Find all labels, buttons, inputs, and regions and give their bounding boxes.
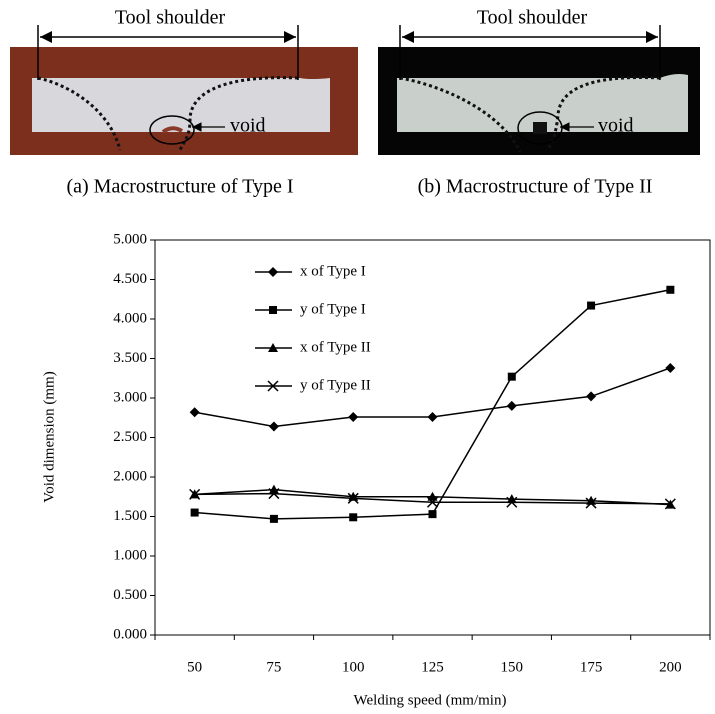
x-tick-label: 75 [266, 659, 281, 675]
marker [587, 302, 595, 310]
series-line [195, 290, 671, 519]
plot-frame [155, 240, 710, 635]
x-tick-label: 125 [421, 659, 444, 675]
y-tick-label: 4.000 [113, 310, 147, 326]
marker [507, 401, 517, 411]
legend-label: y of Type I [300, 301, 366, 317]
caption: (b) Macrostructure of Type II [418, 176, 653, 198]
y-tick-label: 1.000 [113, 547, 147, 563]
x-tick-label: 50 [187, 659, 202, 675]
marker [348, 412, 358, 422]
page: Tool shoulder void (a) Macrostructure of… [0, 0, 715, 714]
y-tick-label: 0.500 [113, 587, 147, 603]
figure: Tool shoulder void (a) Macrostructure of… [0, 0, 715, 714]
x-tick-label: 150 [501, 659, 524, 675]
y-axis-title: Void dimension (mm) [41, 371, 57, 502]
x-tick-label: 100 [342, 659, 365, 675]
marker [666, 286, 674, 294]
marker [269, 306, 277, 314]
x-axis-title: Welding speed (mm/min) [354, 692, 507, 708]
marker [270, 515, 278, 523]
shoulder-label: Tool shoulder [115, 7, 226, 29]
marker [429, 510, 437, 518]
marker [508, 373, 516, 381]
x-tick-label: 200 [659, 659, 682, 675]
marker [269, 421, 279, 431]
y-tick-label: 5.000 [113, 231, 147, 247]
y-tick-label: 4.500 [113, 271, 147, 287]
marker [191, 509, 199, 517]
macrograph-b [378, 25, 700, 155]
chart: Welding speed (mm/min) Void dimension (m… [41, 231, 710, 708]
caption: (a) Macrostructure of Type I [66, 176, 293, 198]
y-tick-label: 2.000 [113, 468, 147, 484]
macrograph-a [10, 25, 358, 155]
marker [268, 267, 278, 277]
y-tick-label: 1.500 [113, 508, 147, 524]
marker [349, 513, 357, 521]
marker [428, 412, 438, 422]
y-tick-label: 3.500 [113, 350, 147, 366]
shoulder-label: Tool shoulder [477, 7, 588, 29]
y-tick-label: 3.000 [113, 389, 147, 405]
y-tick-label: 0.000 [113, 626, 147, 642]
void-label: void [598, 115, 634, 137]
legend-label: x of Type II [300, 339, 371, 355]
y-tick-label: 2.500 [113, 429, 147, 445]
marker [586, 391, 596, 401]
legend-label: y of Type II [300, 377, 371, 393]
marker [665, 363, 675, 373]
marker [190, 407, 200, 417]
void-label: void [230, 115, 266, 137]
legend-label: x of Type I [300, 263, 366, 279]
x-tick-label: 175 [580, 659, 603, 675]
